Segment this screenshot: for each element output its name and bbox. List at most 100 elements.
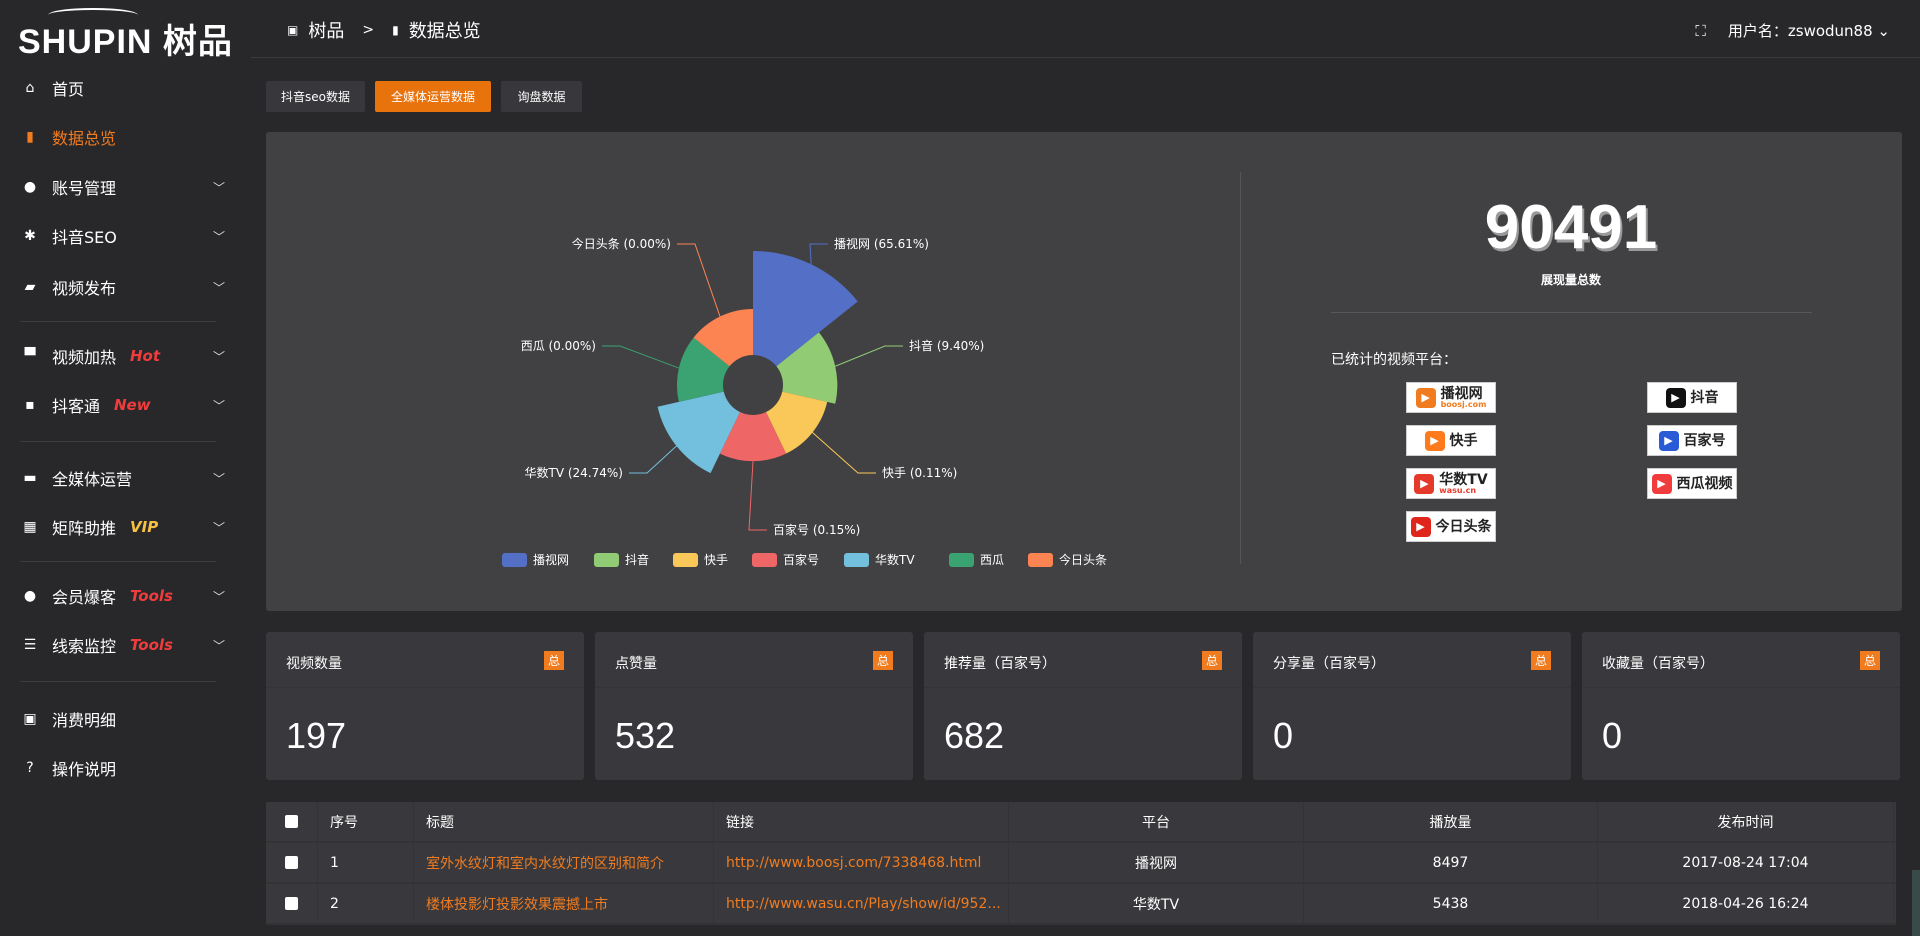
sidebar-item-7[interactable]: ▬ 全媒体运营 ﹀: [0, 458, 251, 498]
total-badge: 总: [1859, 651, 1880, 670]
sidebar-item-9[interactable]: ● 会员爆客 Tools ﹀: [0, 576, 251, 616]
pie-slice-1[interactable]: [776, 332, 838, 404]
chevron-down-icon: ﹀: [213, 229, 226, 244]
legend-swatch[interactable]: [594, 553, 619, 567]
sidebar-item-label: 数据总览: [52, 129, 117, 148]
help-icon: ?: [26, 760, 34, 776]
chevron-down-icon: ﹀: [213, 349, 226, 364]
legend-swatch[interactable]: [502, 553, 527, 567]
index-cell: 1: [318, 843, 414, 882]
label-line: [809, 243, 828, 265]
pie-slice-5[interactable]: [677, 337, 730, 402]
sidebar-item-label: 消费明细: [52, 711, 117, 730]
platform-logo: ▶ 播视网 boosj.com: [1406, 382, 1496, 413]
user-menu[interactable]: 用户名：zswodun88 ⌄: [1727, 22, 1890, 40]
pie-slice-6[interactable]: [693, 309, 753, 367]
column-header[interactable]: 播放量: [1304, 802, 1598, 841]
sidebar-item-3[interactable]: ✱ 抖音SEO ﹀: [0, 216, 251, 256]
chevron-down-icon: ﹀: [213, 520, 226, 535]
scrollbar[interactable]: [1912, 870, 1920, 936]
url-link-cell[interactable]: http://www.wasu.cn/Play/show/id/952...: [714, 884, 1009, 923]
platform-name: 百家号: [1683, 432, 1726, 449]
pie-slice-0[interactable]: [753, 251, 858, 367]
sidebar-item-11[interactable]: ▣ 消费明细: [0, 699, 251, 739]
legend-swatch[interactable]: [673, 553, 698, 567]
home-icon: ⌂: [25, 80, 35, 96]
sidebar-item-2[interactable]: ● 账号管理 ﹀: [0, 167, 251, 207]
tab-inquiry[interactable]: 询盘数据: [501, 81, 582, 112]
column-header[interactable]: 平台: [1009, 802, 1304, 841]
title-link-cell[interactable]: 室外水纹灯和室内水纹灯的区别和简介: [414, 843, 714, 882]
legend-label[interactable]: 快手: [704, 553, 728, 567]
legend-label[interactable]: 今日头条: [1059, 552, 1107, 567]
column-header[interactable]: 序号: [318, 802, 414, 841]
sliders-icon: ☰: [23, 637, 37, 653]
select-all-checkbox[interactable]: [285, 815, 298, 828]
sidebar-item-label: 首页: [52, 80, 85, 99]
chevron-down-icon: ﹀: [213, 589, 226, 604]
grid-icon: ▦: [23, 519, 37, 535]
sidebar-item-1[interactable]: ▮ 数据总览: [0, 117, 251, 157]
column-header[interactable]: 标题: [414, 802, 714, 841]
fullscreen-icon[interactable]: ⛶: [1695, 21, 1706, 40]
sidebar-item-12[interactable]: ? 操作说明: [0, 748, 251, 788]
sidebar-item-label: 会员爆客: [52, 588, 117, 607]
sidebar-badge: New: [114, 396, 151, 414]
breadcrumb-separator: >: [362, 22, 375, 38]
pie-slice-4[interactable]: [657, 391, 740, 474]
legend-label[interactable]: 抖音: [625, 552, 649, 567]
stat-card: 视频数量 总 197: [266, 632, 584, 780]
total-views: 90491: [1484, 193, 1658, 262]
sidebar-item-0[interactable]: ⌂ 首页: [0, 68, 251, 108]
legend-label[interactable]: 华数TV: [875, 552, 915, 567]
legend-label[interactable]: 播视网: [533, 552, 569, 567]
tab-douyin-seo[interactable]: 抖音seo数据: [266, 81, 365, 112]
column-header[interactable]: 链接: [714, 802, 1009, 841]
sidebar-item-8[interactable]: ▦ 矩阵助推 VIP ﹀: [0, 507, 251, 547]
chevron-down-icon: ﹀: [213, 638, 226, 653]
platform-domain: boosj.com: [1440, 399, 1487, 409]
row-checkbox[interactable]: [285, 897, 298, 910]
legend-swatch[interactable]: [949, 553, 974, 567]
platform-name: 西瓜视频: [1676, 475, 1733, 492]
total-badge: 总: [543, 651, 564, 670]
pie-slice-2[interactable]: [766, 391, 828, 454]
sidebar-item-label: 抖音SEO: [52, 228, 117, 247]
tab-all-media[interactable]: 全媒体运营数据: [375, 81, 491, 112]
sidebar-badge: Hot: [130, 347, 161, 365]
chat-icon: ▪: [25, 397, 35, 413]
legend-swatch[interactable]: [844, 553, 869, 567]
platform-icon: ▶: [1424, 430, 1445, 451]
publish-time-cell: 2017-08-24 17:04: [1598, 843, 1894, 882]
sidebar-divider: [20, 321, 216, 322]
stat-title: 分享量（百家号）: [1273, 656, 1385, 672]
sidebar-item-label: 视频发布: [52, 279, 117, 298]
slice-label: 华数TV (24.74%): [525, 465, 623, 480]
breadcrumb-home[interactable]: 树品: [308, 21, 345, 42]
platform-name: 快手: [1449, 432, 1478, 449]
bar-chart-icon: ▮: [392, 23, 399, 37]
sidebar-item-5[interactable]: ▀ 视频加热 Hot ﹀: [0, 336, 251, 376]
image-icon: ▣: [287, 23, 299, 37]
pie-slice-3[interactable]: [719, 412, 787, 462]
chart-panel: 播视网 (65.61%) 抖音 (9.40%) 快手 (0.11%) 百家号 (0.1…: [266, 132, 1902, 611]
legend-swatch[interactable]: [752, 553, 777, 567]
column-header[interactable]: 发布时间: [1598, 802, 1894, 841]
sidebar-item-6[interactable]: ▪ 抖客通 New ﹀: [0, 385, 251, 425]
platform-domain: wasu.cn: [1439, 485, 1477, 495]
chevron-down-icon: ﹀: [213, 471, 226, 486]
sidebar-badge: Tools: [130, 587, 173, 605]
stat-value: 532: [615, 715, 676, 756]
legend-label[interactable]: 西瓜: [980, 553, 1004, 567]
url-link-cell[interactable]: http://www.boosj.com/7338468.html: [714, 843, 1009, 882]
user-icon: ●: [23, 179, 37, 195]
sidebar-item-4[interactable]: ▰ 视频发布 ﹀: [0, 267, 251, 307]
sidebar-item-10[interactable]: ☰ 线索监控 Tools ﹀: [0, 625, 251, 665]
legend-label[interactable]: 百家号: [783, 552, 819, 567]
sidebar-item-label: 矩阵助推: [52, 519, 117, 538]
chevron-down-icon: ﹀: [213, 180, 226, 195]
row-checkbox[interactable]: [285, 856, 298, 869]
legend-swatch[interactable]: [1028, 553, 1053, 567]
stat-card: 推荐量（百家号） 总 682: [924, 632, 1242, 780]
title-link-cell[interactable]: 楼体投影灯投影效果震撼上市: [414, 884, 714, 923]
